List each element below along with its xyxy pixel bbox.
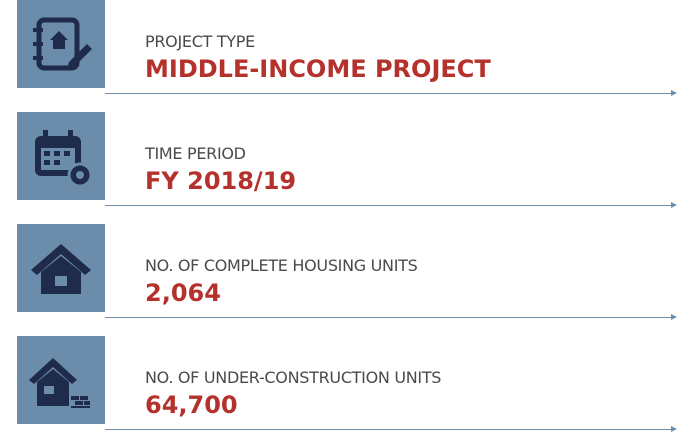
- value: MIDDLE-INCOME PROJECT: [145, 55, 491, 83]
- icon-box: [17, 0, 105, 88]
- construction-icon: [29, 358, 90, 408]
- value: 64,700: [145, 391, 238, 419]
- info-row: TIME PERIOD FY 2018/19: [0, 112, 678, 224]
- label: NO. OF COMPLETE HOUSING UNITS: [145, 256, 418, 275]
- info-row: PROJECT TYPE MIDDLE-INCOME PROJECT: [0, 0, 678, 112]
- icon-box: [17, 224, 105, 312]
- label: NO. OF UNDER-CONSTRUCTION UNITS: [145, 368, 442, 387]
- divider: [105, 429, 673, 430]
- arrow-head: [671, 90, 677, 96]
- value: 2,064: [145, 279, 221, 307]
- arrow-head: [671, 426, 677, 432]
- divider: [105, 93, 673, 94]
- arrow-head: [671, 202, 677, 208]
- notebook-icon: [33, 17, 92, 71]
- icon-box: [17, 336, 105, 424]
- calendar-icon: [35, 130, 93, 188]
- info-row: NO. OF UNDER-CONSTRUCTION UNITS 64,700: [0, 336, 678, 448]
- divider: [105, 205, 673, 206]
- house-icon: [31, 244, 91, 294]
- icon-box: [17, 112, 105, 200]
- label: PROJECT TYPE: [145, 32, 255, 51]
- arrow-head: [671, 314, 677, 320]
- divider: [105, 317, 673, 318]
- info-row: NO. OF COMPLETE HOUSING UNITS 2,064: [0, 224, 678, 336]
- page: PROJECT TYPE MIDDLE-INCOME PROJECT TIME …: [0, 0, 678, 432]
- label: TIME PERIOD: [145, 144, 246, 163]
- value: FY 2018/19: [145, 167, 297, 195]
